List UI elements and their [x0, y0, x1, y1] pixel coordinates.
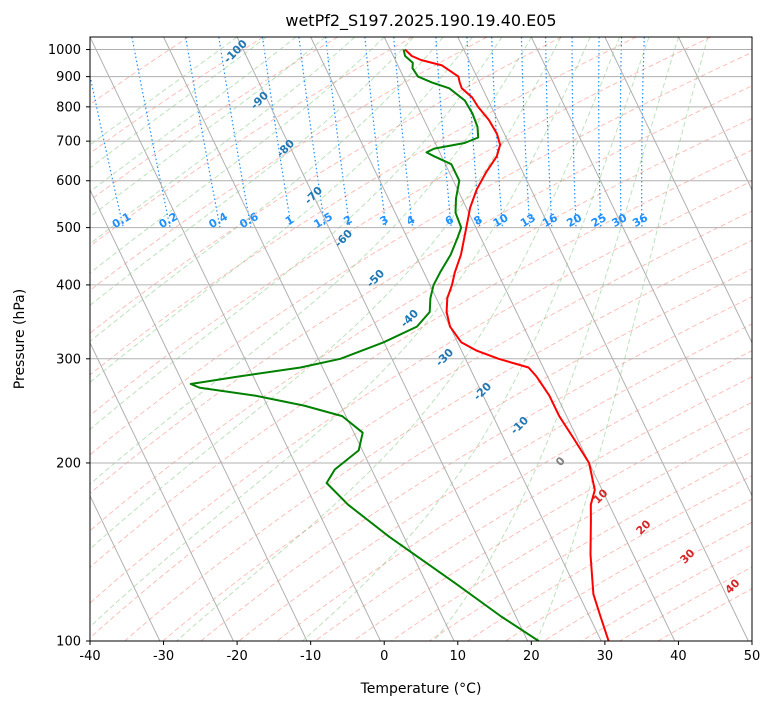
- y-tick-label: 900: [56, 70, 81, 85]
- y-axis-label: Pressure (hPa): [12, 289, 28, 389]
- x-tick-label: -40: [79, 649, 100, 664]
- y-tick-label: 200: [56, 456, 81, 471]
- x-tick-label: 40: [670, 649, 687, 664]
- y-tick-label: 100: [56, 635, 81, 650]
- y-tick-label: 1000: [48, 43, 81, 58]
- x-tick-label: 20: [523, 649, 540, 664]
- x-tick-label: 30: [597, 649, 614, 664]
- x-tick-label: -20: [226, 649, 247, 664]
- x-tick-label: 50: [744, 649, 761, 664]
- y-tick-label: 800: [56, 100, 81, 115]
- x-tick-label: 0: [380, 649, 388, 664]
- y-tick-label: 700: [56, 135, 81, 150]
- x-tick-label: -30: [153, 649, 174, 664]
- x-axis-label: Temperature (°C): [360, 681, 482, 697]
- y-tick-label: 500: [56, 221, 81, 236]
- y-tick-label: 300: [56, 352, 81, 367]
- x-tick-label: -10: [300, 649, 321, 664]
- y-tick-label: 600: [56, 174, 81, 189]
- x-tick-label: 10: [450, 649, 467, 664]
- y-tick-label: 400: [56, 278, 81, 293]
- chart-title: wetPf2_S197.2025.190.19.40.E05: [285, 11, 556, 31]
